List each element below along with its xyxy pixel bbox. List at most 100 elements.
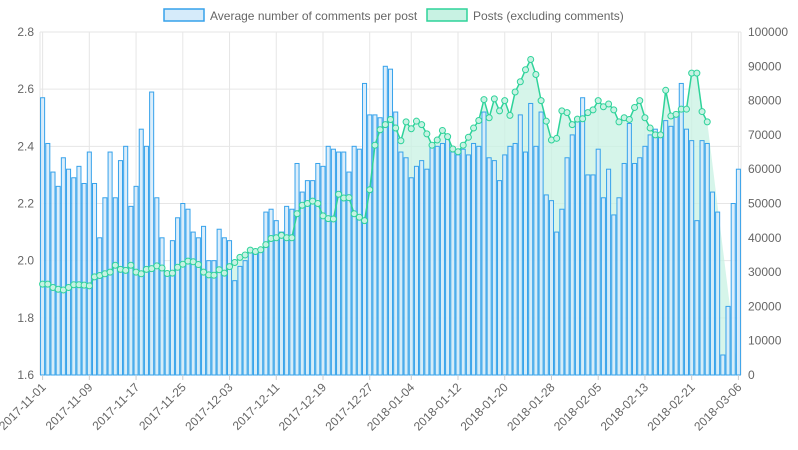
right-tick-label: 10000 xyxy=(748,334,782,348)
posts-point xyxy=(584,109,592,117)
legend-item-posts[interactable]: Posts (excluding comments) xyxy=(426,8,624,23)
comments-bar xyxy=(668,125,674,376)
comments-bar xyxy=(164,274,170,376)
posts-point xyxy=(329,215,337,223)
posts-point xyxy=(366,186,374,194)
comments-bar xyxy=(507,145,513,376)
posts-point xyxy=(65,284,73,292)
comments-bar xyxy=(310,180,316,376)
comments-bar xyxy=(663,120,669,376)
posts-point xyxy=(698,108,706,116)
comments-bar xyxy=(554,231,560,376)
comments-bar xyxy=(559,208,565,376)
left-axis: 1.6 1.8 2.0 2.2 2.4 2.6 2.8 xyxy=(17,25,34,382)
x-tick-label: 2018-03-06 xyxy=(691,380,745,434)
posts-point xyxy=(568,121,576,129)
comments-bar xyxy=(595,148,601,376)
comments-bar xyxy=(128,205,134,376)
comments-bar xyxy=(538,111,544,376)
comments-bar xyxy=(268,208,274,376)
comments-bar xyxy=(393,111,399,376)
posts-point xyxy=(693,69,701,77)
posts-point xyxy=(470,124,478,132)
posts-point xyxy=(288,234,296,242)
posts-point xyxy=(542,117,550,125)
comments-bar xyxy=(304,180,310,376)
comments-bar xyxy=(694,220,700,376)
x-tick-label: 2017-11-17 xyxy=(90,380,143,433)
posts-point xyxy=(496,107,504,115)
x-tick-label: 2017-12-19 xyxy=(276,380,330,434)
posts-point xyxy=(599,103,607,111)
comments-bar xyxy=(455,154,461,376)
comments-bar xyxy=(657,134,664,376)
posts-point xyxy=(392,124,400,132)
comments-bar xyxy=(486,157,492,376)
comments-bar xyxy=(206,260,212,376)
comments-bar xyxy=(585,174,591,376)
comments-bar xyxy=(330,148,336,376)
posts-point xyxy=(522,66,530,74)
comments-bar xyxy=(284,205,290,376)
comments-bar xyxy=(175,217,181,376)
posts-point xyxy=(449,145,457,153)
posts-point xyxy=(485,114,493,122)
legend: Average number of comments per post Post… xyxy=(163,8,624,23)
comments-bar xyxy=(102,197,108,376)
comments-bar xyxy=(227,240,233,376)
comments-bar xyxy=(580,97,586,376)
posts-point xyxy=(682,105,690,113)
posts-point xyxy=(335,190,343,198)
left-tick-label: 1.8 xyxy=(17,311,34,325)
posts-point xyxy=(106,268,114,276)
comments-bar xyxy=(735,168,741,376)
posts-point xyxy=(319,212,327,220)
comments-bar xyxy=(133,185,139,376)
posts-point xyxy=(241,251,249,259)
posts-point xyxy=(257,246,265,254)
comments-bar xyxy=(336,151,342,376)
posts-point xyxy=(361,217,369,225)
comments-bar xyxy=(606,168,612,376)
right-tick-label: 30000 xyxy=(748,265,782,279)
comments-bar xyxy=(216,228,222,376)
right-tick-label: 100000 xyxy=(748,25,788,39)
posts-point xyxy=(122,266,130,274)
posts-point xyxy=(387,115,394,123)
posts-point xyxy=(85,282,93,290)
posts-point xyxy=(179,260,187,268)
comments-bar xyxy=(60,157,66,376)
comments-bar xyxy=(362,82,368,376)
posts-point xyxy=(579,115,587,123)
comments-bar xyxy=(533,145,539,376)
comments-bar xyxy=(413,165,419,376)
comments-bar xyxy=(149,91,155,376)
posts-point xyxy=(444,133,452,141)
legend-label-posts: Posts (excluding comments) xyxy=(473,9,624,23)
comments-bar xyxy=(325,145,331,376)
comments-bar xyxy=(258,248,264,376)
comments-bar xyxy=(465,154,471,376)
posts-point xyxy=(537,97,545,105)
posts-point xyxy=(589,106,597,114)
posts-point xyxy=(594,97,602,105)
left-tick-label: 2.0 xyxy=(17,254,34,268)
comments-bar xyxy=(372,114,378,376)
comments-bar xyxy=(564,157,570,376)
posts-point xyxy=(672,110,680,118)
right-tick-label: 50000 xyxy=(748,197,782,211)
comments-bar xyxy=(652,128,658,376)
comments-bar xyxy=(201,225,207,376)
x-tick-label: 2017-12-03 xyxy=(182,380,236,434)
posts-point xyxy=(641,114,649,122)
left-tick-label: 2.8 xyxy=(17,25,34,39)
comments-bar xyxy=(408,177,414,376)
comments-bar xyxy=(450,151,456,376)
posts-point xyxy=(490,95,498,103)
comments-bar xyxy=(351,145,357,376)
legend-item-comments[interactable]: Average number of comments per post xyxy=(163,8,418,23)
comments-bar xyxy=(424,168,430,376)
posts-point xyxy=(158,264,166,272)
comments-bar xyxy=(512,142,518,376)
comments-bar xyxy=(621,162,627,376)
